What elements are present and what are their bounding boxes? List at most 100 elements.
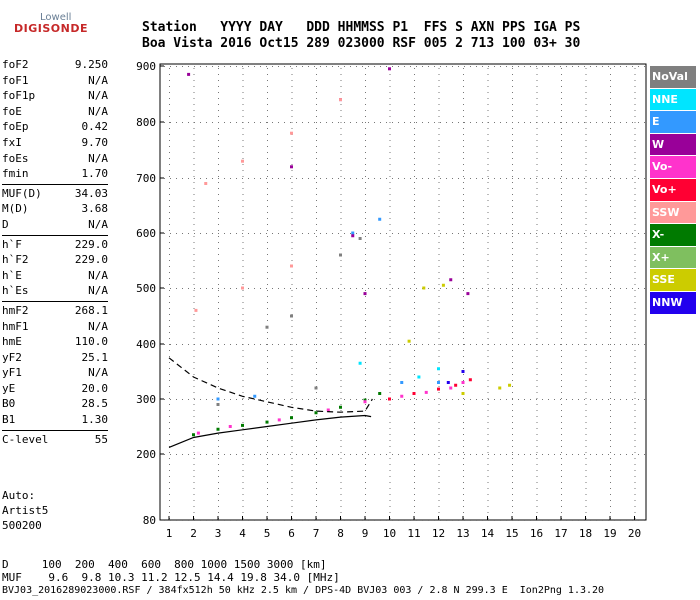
grid-dot-v [242,134,244,135]
grid-dot-h [620,66,621,67]
grid-dot-h [524,233,525,234]
x-tick-label: 4 [239,527,246,540]
grid-dot-v [267,482,268,483]
grid-dot-v [414,164,415,165]
grid-dot-v [634,194,636,195]
grid-dot-v [634,344,636,345]
grid-dot-v [561,302,562,303]
grid-dot-v [634,176,636,177]
grid-dot-v [610,104,611,105]
grid-dot-v [512,470,513,471]
grid-dot-v [585,458,587,459]
grid-dot-h [602,122,603,123]
grid-dot-v [463,224,464,225]
grid-dot-v [536,122,538,123]
grid-dot-v [438,224,440,225]
grid-dot-h [644,178,645,179]
grid-dot-v [438,206,440,207]
grid-dot-v [438,212,440,213]
grid-dot-v [561,374,562,375]
grid-dot-v [193,164,195,165]
grid-dot-h [338,233,339,234]
grid-dot-v [463,380,464,381]
grid-dot-v [634,500,636,501]
grid-dot-v [585,428,587,429]
grid-dot-v [291,332,293,333]
grid-dot-h [170,233,171,234]
grid-dot-h [596,178,597,179]
grid-dot-v [389,224,391,225]
grid-dot-v [512,500,513,501]
grid-dot-h [500,344,501,345]
grid-dot-v [218,86,219,87]
grid-dot-v [463,422,464,423]
grid-dot-v [316,200,317,201]
grid-dot-v [512,410,513,411]
grid-dot-v [487,224,489,225]
grid-dot-v [218,302,219,303]
grid-dot-v [169,158,170,159]
grid-dot-v [512,224,513,225]
grid-dot-v [414,224,415,225]
grid-dot-h [164,233,165,234]
grid-dot-h [170,520,171,521]
grid-dot-v [267,200,268,201]
grid-dot-v [267,416,268,417]
grid-dot-v [193,470,195,471]
grid-dot-v [340,182,342,183]
grid-dot-h [524,399,525,400]
grid-dot-v [438,74,440,75]
grid-dot-v [463,344,464,345]
grid-dot-h [164,122,165,123]
grid-dot-h [422,454,423,455]
grid-dot-v [561,170,562,171]
grid-dot-v [242,218,244,219]
grid-dot-v [414,254,415,255]
grid-dot-v [242,284,244,285]
grid-dot-v [267,86,268,87]
grid-dot-h [404,288,405,289]
grid-dot-v [610,200,611,201]
grid-dot-v [365,98,366,99]
grid-dot-v [536,128,538,129]
grid-dot-v [267,494,268,495]
grid-dot-v [634,410,636,411]
grid-dot-v [365,368,366,369]
grid-dot-v [169,308,170,309]
grid-dot-h [278,233,279,234]
grid-dot-v [169,488,170,489]
grid-dot-v [291,320,293,321]
grid-dot-v [291,506,293,507]
grid-dot-v [536,206,538,207]
grid-dot-h [254,66,255,67]
grid-dot-v [536,386,538,387]
grid-dot-v [316,428,317,429]
grid-dot-v [585,404,587,405]
grid-dot-v [365,68,366,69]
x-tick-label: 11 [407,527,420,540]
grid-dot-v [218,260,219,261]
grid-dot-v [389,482,391,483]
param-row: fmin 1.70 [2,167,108,183]
grid-dot-v [512,188,513,189]
grid-dot-h [506,454,507,455]
grid-dot-v [414,350,415,351]
grid-dot-v [438,170,440,171]
grid-dot-v [242,164,244,165]
grid-dot-v [340,464,342,465]
grid-dot-v [316,500,317,501]
grid-dot-v [512,512,513,513]
grid-dot-h [206,288,207,289]
grid-dot-v [561,470,562,471]
grid-dot-h [320,520,321,521]
grid-dot-h [632,122,633,123]
grid-dot-v [340,206,342,207]
grid-dot-h [500,520,501,521]
grid-dot-v [169,242,170,243]
grid-dot-v [585,170,587,171]
grid-dot-v [438,326,440,327]
grid-dot-v [316,194,317,195]
grid-dot-v [414,302,415,303]
grid-dot-v [365,290,366,291]
grid-dot-v [218,392,219,393]
